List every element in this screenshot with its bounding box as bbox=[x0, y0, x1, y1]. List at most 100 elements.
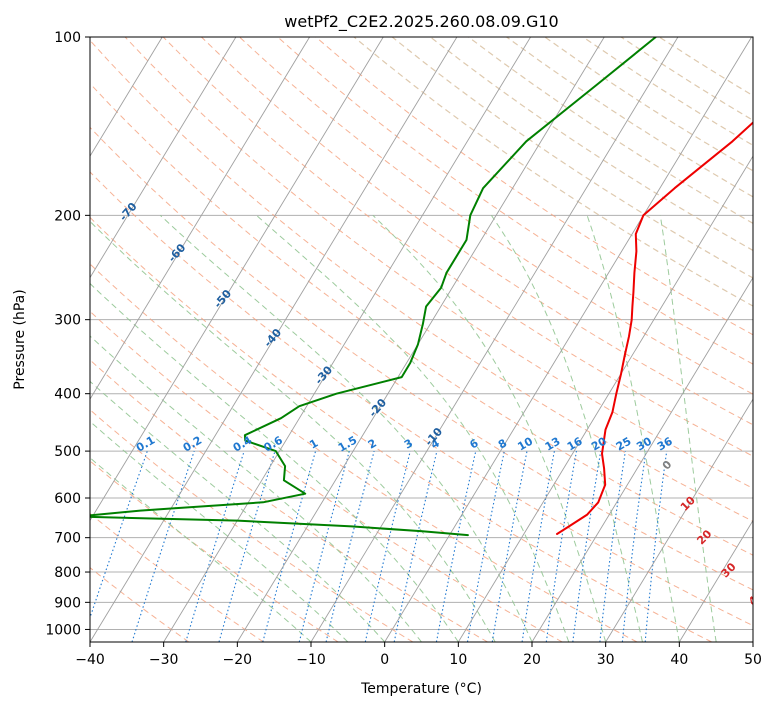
mixing-ratio-line bbox=[572, 451, 602, 642]
isotherm-label: -20 bbox=[366, 396, 389, 420]
isotherm-label: -50 bbox=[211, 287, 234, 311]
isotherm-line bbox=[90, 37, 458, 642]
isotherm-line bbox=[752, 641, 753, 642]
x-tick-label: −10 bbox=[296, 652, 326, 668]
dry-adiabat-line bbox=[391, 37, 753, 279]
dry-adiabat-line bbox=[544, 37, 753, 172]
dry-adiabat-line bbox=[90, 567, 190, 642]
x-tick-label: 10 bbox=[449, 652, 467, 668]
moist-adiabat-line bbox=[90, 282, 459, 642]
mixing-ratio-line bbox=[218, 450, 276, 642]
mixing-ratio-line bbox=[262, 450, 317, 642]
y-tick-label: 800 bbox=[54, 565, 81, 581]
y-tick-label: 1000 bbox=[45, 622, 81, 638]
mixing-ratio-label: 3 bbox=[402, 437, 415, 452]
dry-adiabat-line bbox=[90, 310, 563, 642]
plot-frame bbox=[89, 36, 754, 643]
moist-adiabat-label: 20 bbox=[694, 527, 714, 547]
mixing-ratio-label: 2 bbox=[366, 437, 379, 452]
x-tick-label: 0 bbox=[380, 652, 389, 668]
isotherm-line bbox=[310, 37, 679, 642]
y-tick-label: 300 bbox=[54, 313, 81, 329]
isotherm-line bbox=[90, 37, 163, 158]
mixing-ratio-line bbox=[364, 450, 411, 642]
mixing-ratio-line bbox=[491, 450, 528, 642]
y-tick-label: 900 bbox=[54, 595, 81, 611]
x-tick-label: 30 bbox=[597, 652, 615, 668]
y-tick-label: 700 bbox=[54, 531, 81, 547]
y-ticks: 100 200 300 400 500 600 700 800 900 1000 bbox=[45, 30, 90, 638]
y-tick-label: 200 bbox=[54, 208, 81, 224]
temperature-line bbox=[556, 121, 753, 535]
isotherm-line bbox=[90, 37, 237, 279]
mixing-ratio-line bbox=[325, 450, 375, 642]
dry-adiabat-line bbox=[201, 37, 753, 426]
x-tick-label: 50 bbox=[744, 652, 762, 668]
mixing-ratio-line bbox=[644, 451, 668, 642]
moist-adiabat-line bbox=[659, 215, 717, 642]
mixing-ratio-line bbox=[621, 451, 647, 642]
dry-adiabat-line bbox=[277, 37, 753, 365]
dry-adiabat-line bbox=[90, 512, 264, 642]
dewpoint-line bbox=[90, 37, 657, 537]
moist-adiabat-label: 40 bbox=[746, 588, 766, 608]
dry-adiabat-line bbox=[90, 171, 753, 627]
mixing-ratio-line bbox=[131, 450, 195, 642]
moist-adiabat-line bbox=[90, 420, 349, 642]
moist-adiabat-label: 10 bbox=[678, 494, 698, 514]
dry-adiabat-line bbox=[90, 460, 339, 642]
dry-adiabat-line bbox=[90, 216, 712, 642]
sounding-series bbox=[90, 37, 753, 537]
x-axis-label: Temperature (°C) bbox=[360, 681, 482, 697]
isotherm-label: -80 bbox=[67, 160, 90, 184]
dry-adiabat-line bbox=[315, 37, 753, 336]
isotherm-line bbox=[457, 155, 753, 642]
moist-adiabat-line bbox=[256, 214, 570, 642]
isotherm-label: -10 bbox=[422, 425, 445, 449]
y-tick-label: 500 bbox=[54, 444, 81, 460]
dry-adiabat-line bbox=[90, 263, 638, 642]
y-tick-label: 600 bbox=[54, 491, 81, 507]
isotherm-line bbox=[90, 37, 310, 400]
mixing-ratio-line bbox=[545, 451, 578, 642]
dry-adiabat-line bbox=[90, 82, 753, 556]
y-axis-label: Pressure (hPa) bbox=[12, 289, 28, 389]
dry-adiabat-line bbox=[90, 126, 753, 591]
isotherm-label: -40 bbox=[261, 326, 284, 350]
mixing-ratio-line bbox=[599, 451, 626, 642]
isotherm-line bbox=[163, 37, 531, 642]
moist-adiabat-line bbox=[159, 214, 533, 642]
moist-adiabat-line bbox=[90, 220, 496, 642]
mixing-ratio-line bbox=[185, 450, 245, 642]
mixing-ratio-line bbox=[393, 450, 438, 642]
y-tick-label: 400 bbox=[54, 387, 81, 403]
moist-adiabat-label: 30 bbox=[719, 560, 739, 580]
chart-title: wetPf2_C2E2.2025.260.08.09.G10 bbox=[284, 12, 558, 32]
x-tick-label: 20 bbox=[523, 652, 541, 668]
moist-adiabat-label: 0 bbox=[660, 458, 675, 473]
line-labels: 0.10.20.40.611.52346810131620253036-100-… bbox=[20, 117, 766, 608]
moist-adiabats bbox=[90, 214, 717, 642]
dry-adiabat-line bbox=[162, 37, 753, 457]
dry-adiabat-line bbox=[90, 39, 753, 522]
isotherm-line bbox=[90, 37, 384, 522]
dry-adiabat-line bbox=[90, 359, 488, 642]
x-tick-label: −40 bbox=[75, 652, 105, 668]
moist-adiabat-line bbox=[90, 380, 386, 642]
x-tick-label: 40 bbox=[670, 652, 688, 668]
grid-layer bbox=[90, 37, 753, 630]
isotherm-line bbox=[236, 37, 605, 642]
mixing-ratio-lines bbox=[90, 450, 668, 642]
dry-adiabat-line bbox=[239, 37, 753, 395]
isotherm-label: -90 bbox=[20, 117, 43, 141]
isotherm-line bbox=[384, 37, 752, 642]
dry-adiabat-line bbox=[90, 409, 414, 642]
isotherm-label: -70 bbox=[117, 200, 140, 224]
dry-adiabat-line bbox=[468, 37, 753, 225]
moist-adiabat-line bbox=[372, 214, 607, 642]
isotherm-line bbox=[678, 519, 753, 642]
x-tick-label: −30 bbox=[149, 652, 179, 668]
dry-adiabat-line bbox=[353, 37, 753, 307]
isotherm-line bbox=[531, 276, 753, 642]
